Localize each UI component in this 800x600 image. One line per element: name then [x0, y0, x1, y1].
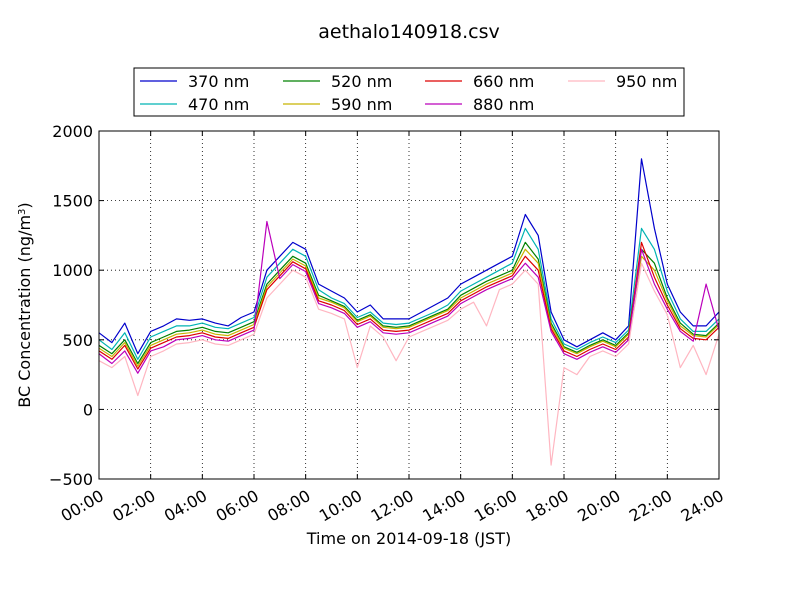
- series-line-660-nm: [99, 241, 719, 370]
- chart-title: aethalo140918.csv: [318, 21, 500, 43]
- y-axis-label-close: ): [15, 202, 34, 208]
- y-tick-label: −500: [49, 470, 93, 489]
- x-tick-label: 00:00: [58, 486, 107, 526]
- series-line-470-nm: [99, 227, 719, 360]
- legend-label: 660 nm: [473, 72, 534, 91]
- x-axis-label: Time on 2014-09-18 (JST): [306, 529, 511, 548]
- legend-label: 950 nm: [616, 72, 677, 91]
- x-tick-label: 06:00: [213, 486, 262, 526]
- y-axis-label: BC Concentration (ng/m3): [15, 202, 34, 407]
- legend-label: 370 nm: [188, 72, 249, 91]
- legend-box: [133, 67, 685, 117]
- y-tick-label: 2000: [52, 122, 93, 141]
- y-axis-label-main: BC Concentration (ng/m: [15, 215, 34, 408]
- y-axis-label-exponent: 3: [17, 209, 28, 215]
- legend-label: 520 nm: [331, 72, 392, 91]
- series-line-880-nm: [99, 220, 719, 374]
- series-line-520-nm: [99, 241, 719, 365]
- y-tick-label: 0: [83, 400, 93, 419]
- legend: 370 nm 470 nm 520 nm 590 nm 660 nm 880 nm 950 …: [133, 67, 685, 117]
- plot-area: [99, 158, 719, 466]
- x-tick-label: 04:00: [161, 486, 210, 526]
- x-tick-label: 08:00: [264, 486, 313, 526]
- y-tick-label: 500: [62, 331, 93, 350]
- series-line-370-nm: [99, 158, 719, 355]
- x-tick-label: 02:00: [109, 486, 158, 526]
- grid-lines: [99, 131, 719, 479]
- x-tick-label: 10:00: [316, 486, 365, 526]
- legend-label: 880 nm: [473, 95, 534, 114]
- x-tick-label: 22:00: [626, 486, 675, 526]
- legend-label: 470 nm: [188, 95, 249, 114]
- x-tick-label: 12:00: [368, 486, 417, 526]
- x-tick-label: 16:00: [471, 486, 520, 526]
- x-tick-label: 24:00: [678, 486, 727, 526]
- x-tick-label: 20:00: [574, 486, 623, 526]
- series-line-590-nm: [99, 248, 719, 367]
- x-tick-label: 14:00: [419, 486, 468, 526]
- y-tick-label: 1500: [52, 192, 93, 211]
- y-tick-label: 1000: [52, 261, 93, 280]
- legend-label: 590 nm: [331, 95, 392, 114]
- x-tick-label: 18:00: [523, 486, 572, 526]
- series-line-950-nm: [99, 262, 719, 466]
- y-axis: −500 0 500 1000 1500 2000: [49, 122, 719, 489]
